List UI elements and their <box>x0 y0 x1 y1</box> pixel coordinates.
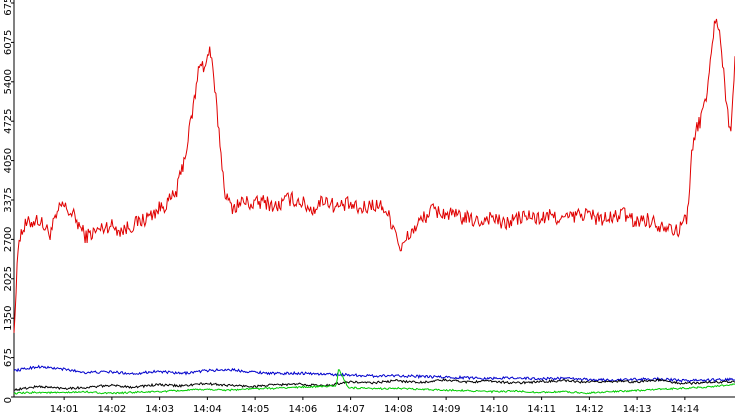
x-tick-label: 14:01 <box>50 404 79 415</box>
x-tick-label: 14:05 <box>241 404 270 415</box>
x-axis: 14:01 14:02 14:03 14:04 14:05 14:06 14:07 14:08… <box>14 396 735 415</box>
x-tick-label: 14:12 <box>575 404 604 415</box>
y-tick-label: 6750 <box>3 0 14 16</box>
x-tick-label: 14:14 <box>670 404 699 415</box>
y-tick-label: 2700 <box>3 227 14 252</box>
plot-area <box>13 18 735 395</box>
x-tick-label: 14:08 <box>384 404 413 415</box>
series-line <box>13 18 735 333</box>
y-tick-label: 4725 <box>3 108 14 133</box>
x-tick-label: 14:03 <box>145 404 174 415</box>
x-tick-label: 14:02 <box>97 404 126 415</box>
y-tick-label: 6075 <box>3 30 14 55</box>
series-line <box>13 378 735 392</box>
x-tick-label: 14:04 <box>193 404 222 415</box>
x-tick-label: 14:11 <box>527 404 556 415</box>
x-tick-label: 14:07 <box>336 404 365 415</box>
x-tick-label: 14:06 <box>288 404 317 415</box>
x-tick-label: 14:10 <box>479 404 508 415</box>
series-line <box>13 364 735 383</box>
y-tick-label: 0 <box>3 397 14 403</box>
y-tick-label: 4050 <box>3 148 14 173</box>
y-tick-label: 675 <box>3 348 14 367</box>
y-tick-label: 2025 <box>3 266 14 291</box>
y-tick-label: 3375 <box>3 187 14 212</box>
y-tick-label: 1350 <box>3 305 14 330</box>
y-axis: 0 675 1350 2025 2700 3375 4050 4725 5400 6075 6750 <box>3 0 15 403</box>
x-tick-label: 14:13 <box>623 404 652 415</box>
series-line <box>13 369 735 395</box>
x-tick-label: 14:09 <box>432 404 461 415</box>
y-tick-label: 5400 <box>3 69 14 94</box>
